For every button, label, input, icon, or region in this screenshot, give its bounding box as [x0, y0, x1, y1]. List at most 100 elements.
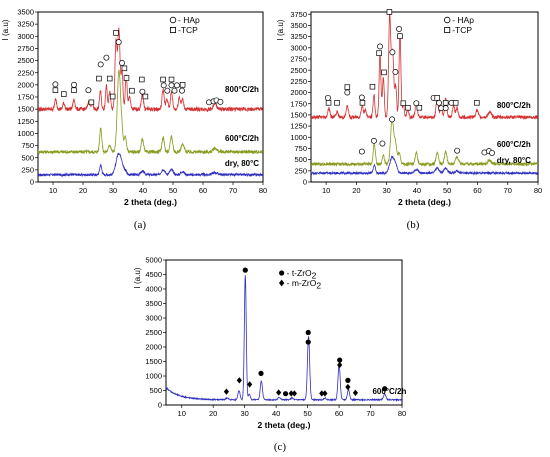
marker-m-zro2	[291, 390, 297, 397]
marker-m-zro2	[223, 388, 230, 395]
marker-tcp	[109, 93, 116, 100]
y-tick-label: 2000	[145, 343, 162, 352]
marker-t-zro2	[242, 267, 248, 273]
legend-label: - HAp	[178, 15, 200, 25]
legend-marker-square	[444, 26, 451, 33]
marker-hap	[115, 39, 122, 46]
y-tick-label: 500	[149, 386, 162, 395]
panel-label: (a)	[134, 219, 147, 231]
marker-hap	[392, 68, 399, 75]
series-annotation: dry, 80°C	[225, 159, 259, 168]
marker-tcp	[474, 100, 480, 106]
marker-tcp	[88, 99, 95, 106]
panel-b: 0 250 500 750 1000 1250 1500 1750 2000 2250 2500 27…	[276, 9, 542, 231]
y-tick-label: 2500	[145, 328, 162, 337]
marker-hap	[97, 61, 104, 68]
marker-tcp	[400, 100, 407, 107]
series-annotation: 800°C/2h	[225, 85, 259, 94]
marker-t-zro2	[305, 339, 311, 345]
x-tick-label: 70	[366, 409, 374, 418]
marker-hap	[489, 149, 495, 156]
series-line	[311, 118, 538, 168]
y-tick-label: 1500	[17, 105, 34, 114]
marker-t-zro2	[258, 370, 264, 376]
y-tick-label: 3250	[290, 32, 307, 41]
marker-hap	[358, 148, 365, 155]
marker-tcp	[405, 104, 411, 111]
y-tick-label: 1750	[17, 93, 34, 102]
y-tick-label: 2500	[17, 56, 34, 65]
marker-hap	[379, 140, 386, 147]
series-annotation: dry, 80°C	[497, 156, 531, 165]
x-tick-label: 20	[352, 186, 360, 195]
x-axis-label: 2 theta (deg.)	[258, 420, 311, 430]
marker-tcp	[397, 33, 403, 39]
series-annotation: 600°C/2h	[372, 387, 406, 396]
legend-marker-circle	[279, 270, 285, 276]
y-tick-label: 500	[21, 153, 34, 162]
marker-tcp	[123, 75, 130, 81]
panel-label: (c)	[274, 441, 287, 453]
y-tick-label: 2750	[290, 55, 307, 64]
y-tick-label: 2250	[17, 68, 34, 77]
legend-marker-diamond	[278, 279, 285, 287]
x-tick-label: 20	[209, 409, 217, 418]
legend-label: - m-ZrO	[287, 278, 317, 288]
y-tick-label: 2250	[290, 77, 307, 86]
marker-hap	[389, 49, 396, 56]
y-tick-label: 3000	[17, 32, 34, 41]
x-axis-label: 2 theta (deg.)	[398, 197, 451, 207]
marker-hap	[171, 87, 178, 94]
series-line	[38, 152, 263, 178]
marker-m-zro2	[322, 390, 328, 397]
marker-tcp	[334, 100, 340, 106]
y-tick-label: 2000	[290, 88, 307, 97]
y-tick-label: 3500	[145, 299, 162, 308]
legend-subscript: 2	[316, 281, 321, 291]
y-tick-label: 750	[21, 141, 34, 150]
legend-label: -TCP	[452, 25, 472, 35]
marker-hap	[377, 43, 383, 50]
marker-tcp	[139, 76, 145, 83]
marker-m-zro2	[319, 390, 325, 397]
marker-hap	[71, 81, 77, 88]
marker-tcp	[344, 84, 351, 90]
marker-m-zro2	[247, 381, 253, 388]
series-line	[166, 275, 402, 402]
x-tick-label: 10	[322, 186, 330, 195]
panel-label: (b)	[407, 219, 420, 231]
x-axis-label: 2 theta (deg.)	[124, 197, 177, 207]
y-tick-label: 3250	[17, 20, 34, 29]
legend-marker-square	[169, 26, 176, 33]
marker-hap	[442, 105, 449, 112]
x-tick-label: 50	[443, 186, 451, 195]
marker-t-zro2	[305, 329, 311, 336]
x-tick-label: 30	[240, 409, 248, 418]
marker-hap	[52, 81, 59, 88]
marker-tcp	[452, 100, 459, 106]
marker-tcp	[160, 76, 166, 83]
marker-t-zro2	[382, 386, 388, 392]
marker-hap	[179, 87, 185, 94]
marker-tcp	[113, 30, 119, 36]
x-tick-label: 20	[79, 186, 87, 195]
marker-tcp	[386, 9, 393, 15]
x-tick-label: 60	[473, 186, 481, 195]
y-tick-label: 750	[294, 144, 307, 153]
y-tick-label: 1250	[17, 117, 34, 126]
y-tick-label: 2500	[290, 66, 307, 75]
y-tick-label: 250	[21, 165, 34, 174]
y-tick-label: 1500	[145, 357, 162, 366]
y-tick-label: 250	[294, 166, 307, 175]
x-tick-label: 70	[504, 186, 512, 195]
x-tick-label: 70	[229, 186, 237, 195]
y-tick-label: 0	[30, 178, 34, 187]
marker-hap	[358, 94, 365, 101]
marker-t-zro2	[345, 377, 351, 383]
legend-label: -TCP	[178, 25, 198, 35]
marker-tcp	[179, 82, 186, 88]
y-axis-label: I (a.u)	[276, 19, 285, 40]
x-tick-label: 30	[109, 186, 117, 195]
y-axis-label: I (a.u)	[1, 19, 10, 40]
